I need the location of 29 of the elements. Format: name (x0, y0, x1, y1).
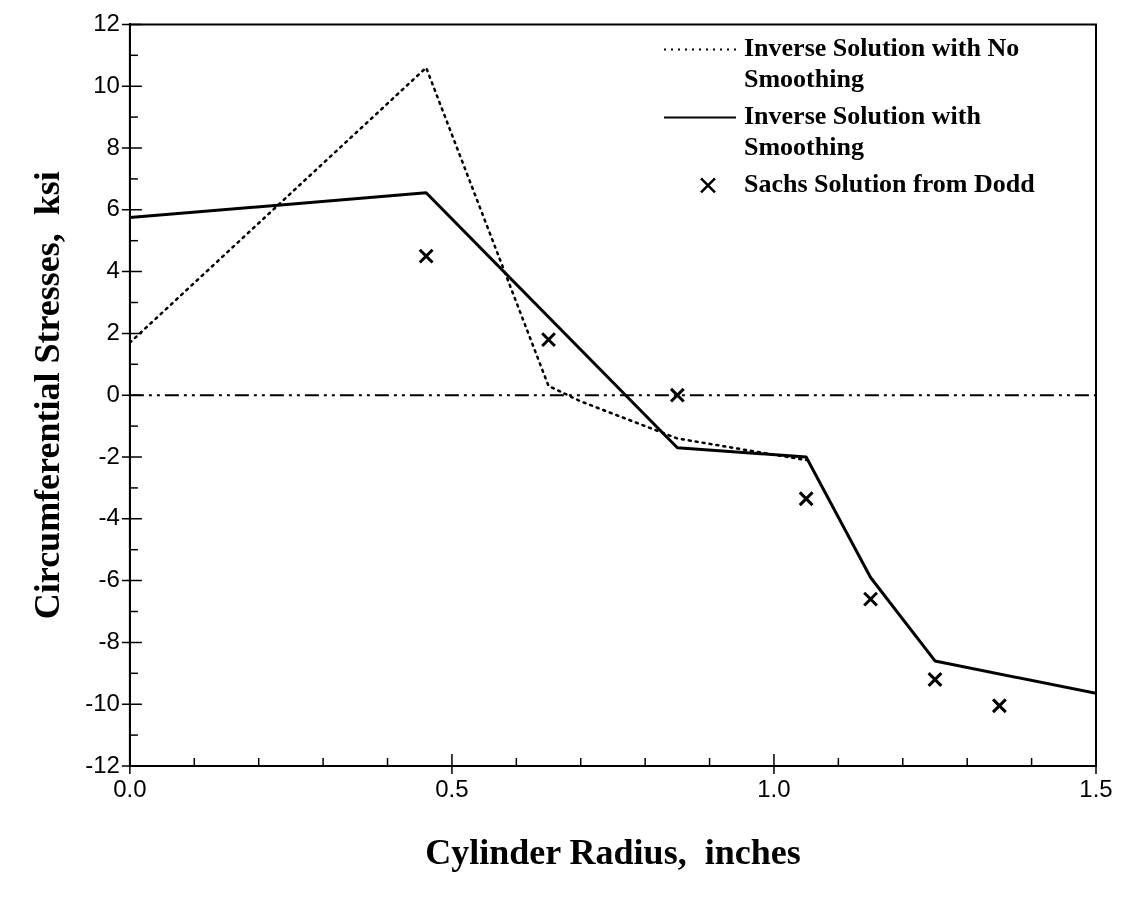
point (991, 697, 1008, 714)
y-axis-title: Circumferential Stresses, ksi (26, 171, 67, 620)
legend-label: Sachs Solution from Dodd (744, 169, 1036, 199)
point (669, 387, 686, 404)
legend-label: Inverse Solution with Smoothing (744, 101, 982, 162)
point (862, 591, 879, 607)
point (540, 331, 557, 348)
y-tick-label: 10 (93, 70, 120, 98)
x-tick-label: 1.5 (1079, 775, 1113, 803)
point (418, 248, 435, 265)
y-tick-label: 12 (93, 9, 120, 37)
legend-label: Inverse Solution with No Smoothing (744, 33, 1020, 94)
y-tick-label: 8 (106, 132, 120, 160)
x-tick-label: 0.0 (113, 775, 147, 803)
x-axis-title: Cylinder Radius, inches (425, 831, 801, 872)
point (927, 671, 943, 688)
y-tick-label: 6 (106, 194, 120, 222)
point (798, 490, 815, 507)
y-tick-label: -2 (98, 441, 120, 469)
y-tick-label: -6 (98, 565, 120, 593)
y-tick-label: 4 (106, 256, 120, 284)
y-tick-label: -12 (85, 750, 120, 778)
y-tick-label: 0 (106, 379, 120, 407)
x-tick-label: 0.5 (435, 775, 469, 803)
x-tick-label: 1.0 (757, 775, 791, 803)
y-tick-label: -4 (98, 503, 120, 531)
y-tick-label: 2 (106, 318, 120, 346)
y-tick-label: -10 (85, 688, 120, 716)
y-tick-label: -8 (98, 627, 120, 655)
